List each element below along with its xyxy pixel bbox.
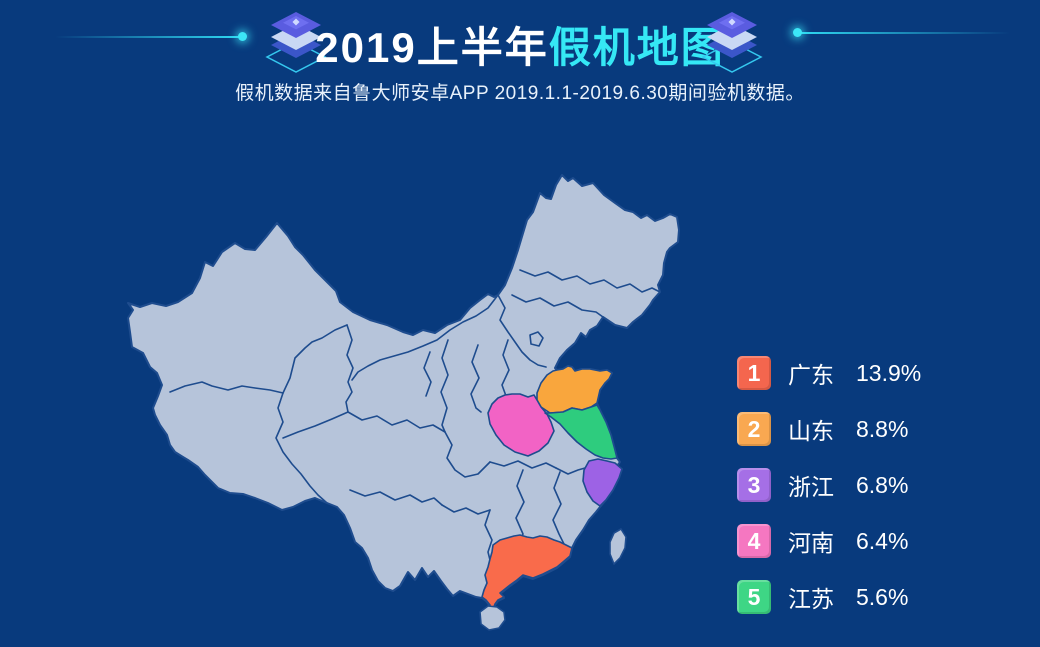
rank-row-3: 3 浙江 6.8% [737, 468, 921, 502]
title-accent: 假机地图 [548, 24, 725, 71]
rank-row-5: 5 江苏 5.6% [737, 580, 921, 614]
subtitle: 假机数据来自鲁大师安卓APP 2019.1.1-2019.6.30期间验机数据。 [235, 83, 805, 104]
region-jiangsu[interactable] [544, 404, 618, 460]
header: 2019上半年假机地图 假机数据来自鲁大师安卓APP 2019.1.1-2019… [0, 0, 1040, 110]
island-taiwan [609, 528, 627, 565]
rank-badge-5: 5 [737, 580, 771, 614]
layers-stack-icon [265, 12, 327, 73]
rank-badge-4: 4 [737, 524, 771, 558]
rank-value-3: 6.8% [856, 471, 909, 498]
region-henan[interactable] [487, 393, 555, 457]
province-borders [169, 269, 661, 561]
rank-province-4: 河南 [788, 530, 834, 556]
rank-row-2: 2 山东 8.8% [737, 412, 921, 446]
rank-value-4: 6.4% [856, 527, 909, 554]
rank-value-1: 13.9% [856, 359, 922, 386]
deco-dot-right [793, 28, 802, 37]
rank-badge-3: 3 [737, 468, 771, 502]
island-hainan [479, 605, 506, 631]
page-title: 2019上半年假机地图 [0, 14, 1040, 75]
rank-badge-2: 2 [737, 412, 771, 446]
rank-province-5: 江苏 [788, 586, 834, 612]
rank-badge-1: 1 [737, 356, 771, 390]
region-guangdong[interactable] [481, 534, 573, 619]
deco-line-left [55, 36, 240, 38]
rank-row-1: 1 广东 13.9% [737, 356, 921, 390]
title-main: 2019上半年 [315, 24, 549, 71]
deco-line-right [800, 32, 1010, 34]
rank-value-5: 5.6% [856, 583, 909, 610]
rank-value-2: 8.8% [856, 415, 909, 442]
region-zhejiang[interactable] [582, 458, 623, 507]
rank-province-1: 广东 [788, 362, 834, 388]
rank-province-3: 浙江 [788, 474, 834, 500]
rank-province-2: 山东 [788, 418, 834, 444]
rank-row-4: 4 河南 6.4% [737, 524, 921, 558]
layers-stack-icon [701, 12, 763, 73]
deco-dot-left [238, 32, 247, 41]
ranking-legend: 1 广东 13.9% 2 山东 8.8% 3 浙江 6.8% 4 河南 6.4%… [737, 356, 921, 636]
